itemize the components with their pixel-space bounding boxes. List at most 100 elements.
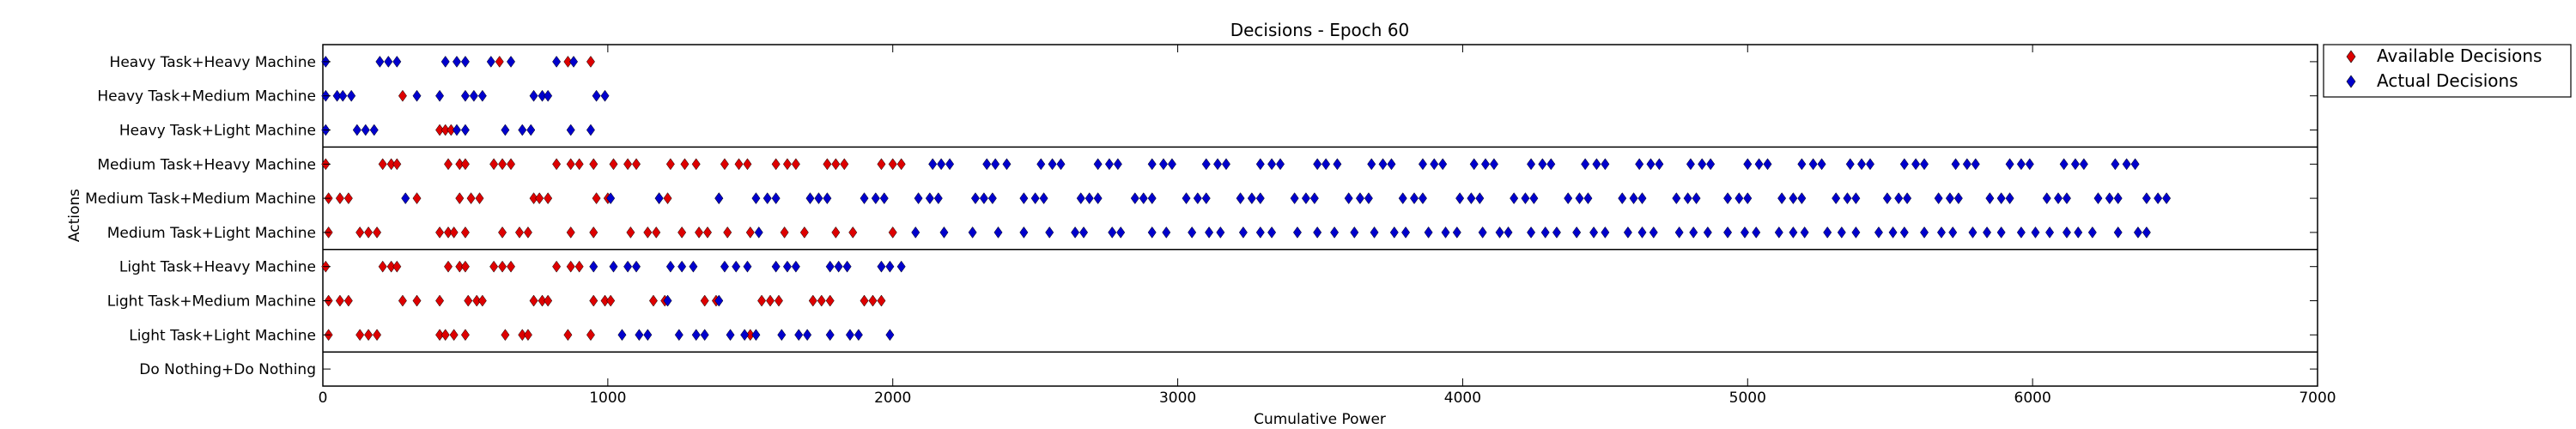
data-point [648,294,658,307]
data-point [925,192,934,205]
data-point [1618,192,1627,205]
data-point [743,158,752,171]
data-point [2042,192,2051,205]
data-point [592,192,601,205]
data-point [1540,226,1550,239]
y-tick-label: Medium Task+Light Machine [107,225,316,242]
data-point [2005,192,2014,205]
data-point [1158,158,1168,171]
data-point [1920,226,1929,239]
data-point [860,294,869,307]
data-point [569,55,579,68]
data-point [780,226,789,239]
data-point [643,329,653,341]
data-point [831,158,841,171]
data-point [745,226,755,239]
data-point [879,192,889,205]
data-point [1996,192,2006,205]
data-point [1401,226,1411,239]
data-point [937,158,946,171]
data-point [1205,226,1214,239]
data-point [1843,192,1852,205]
data-point [375,55,385,68]
data-point [412,89,422,102]
data-point [1216,226,1225,239]
data-point [544,192,553,205]
data-point [544,294,553,307]
data-point [489,260,499,273]
data-point [652,226,661,239]
data-point [498,260,507,273]
data-point [1387,158,1396,171]
data-point [1236,192,1245,205]
data-point [871,192,880,205]
data-point [823,192,832,205]
y-tick-label: Light Task+Heavy Machine [119,259,316,276]
data-point [440,55,450,68]
data-point [626,226,635,239]
data-point [343,192,353,205]
data-point [1162,226,1171,239]
legend-label-actual: Actual Decisions [2377,70,2518,91]
data-point [1495,226,1504,239]
data-point [1019,192,1029,205]
data-point [993,226,1003,239]
data-point [1045,226,1054,239]
data-point [447,124,456,136]
data-point [751,192,761,205]
data-point [606,294,616,307]
data-point [1139,192,1148,205]
data-point [691,329,701,341]
y-tick-label: Medium Task+Medium Machine [85,190,316,208]
data-point [2054,192,2063,205]
data-point [1823,226,1832,239]
x-tick-label: 6000 [2014,390,2051,407]
data-point [794,329,804,341]
data-point [574,158,584,171]
data-point [1321,158,1331,171]
data-point [518,329,527,341]
data-point [689,260,698,273]
legend-box [2323,44,2572,98]
data-point [460,226,470,239]
data-point [609,260,618,273]
data-point [774,294,783,307]
data-point [1851,226,1861,239]
data-point [563,55,573,68]
group-separators [323,146,2318,353]
data-point [1093,192,1103,205]
data-point [1683,192,1692,205]
data-point [498,226,507,239]
data-point [823,158,832,171]
data-point [2122,158,2131,171]
legend-marker-actual [2346,75,2356,88]
data-point [606,192,616,205]
data-point [489,158,499,171]
data-point [1808,158,1818,171]
data-point [2142,226,2151,239]
data-point [552,158,562,171]
data-point [2045,226,2055,239]
data-point [791,260,800,273]
data-point [1899,226,1909,239]
data-point [1350,226,1359,239]
data-point [566,124,575,136]
data-point [373,329,382,341]
data-point [914,192,923,205]
data-point [386,158,396,171]
data-point [444,158,453,171]
data-point [1601,226,1610,239]
data-point [1201,158,1211,171]
series-actual [321,55,2172,341]
data-point [854,329,863,341]
data-point [1113,158,1122,171]
data-point [392,158,402,171]
data-point [877,158,886,171]
data-point [691,158,701,171]
data-point [982,158,992,171]
data-point [1430,158,1439,171]
data-point [860,192,869,205]
y-tick-label: Heavy Task+Light Machine [119,123,316,140]
data-point [1167,158,1176,171]
data-point [2059,158,2069,171]
